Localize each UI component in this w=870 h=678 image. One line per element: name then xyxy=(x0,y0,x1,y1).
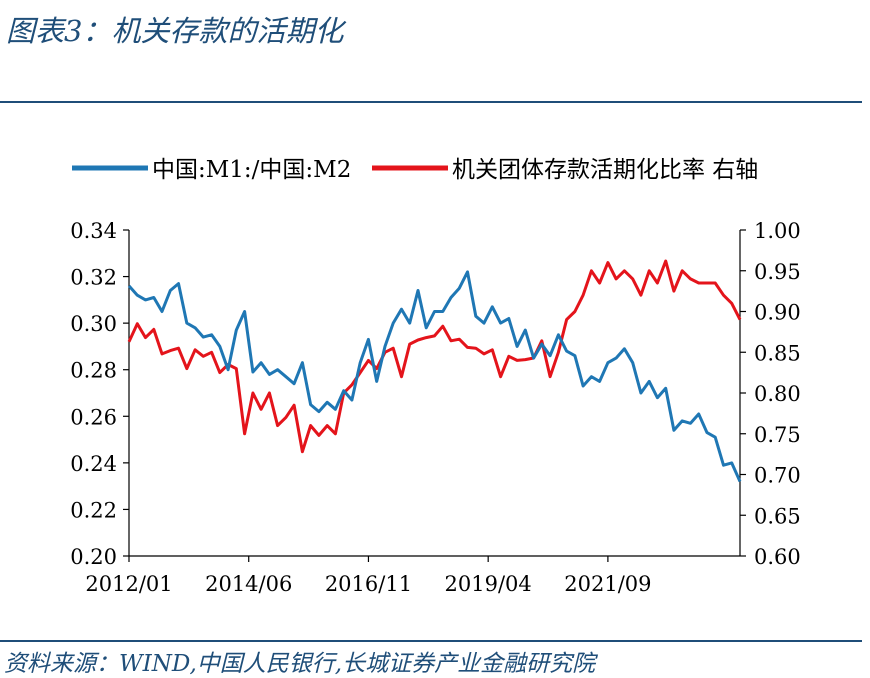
chart-ticks: 0.34 0.32 0.30 0.28 0.26 0.24 0.22 0.20 1.00 0.95… xyxy=(70,219,801,596)
right-y-tick-label: 0.70 xyxy=(754,464,801,488)
x-tick-label: 2019/04 xyxy=(445,572,532,596)
left-y-tick-label: 0.22 xyxy=(70,498,117,522)
right-y-tick-label: 0.75 xyxy=(754,423,801,447)
right-y-tick-label: 1.00 xyxy=(754,219,801,243)
left-y-tick-label: 0.20 xyxy=(70,545,117,569)
right-y-tick-label: 0.90 xyxy=(754,301,801,325)
x-tick-label: 2014/06 xyxy=(205,572,292,596)
series-line-institution-demand-ratio xyxy=(127,259,742,454)
left-y-tick-label: 0.30 xyxy=(70,312,117,336)
left-y-tick-label: 0.32 xyxy=(70,266,117,290)
right-y-tick-label: 0.65 xyxy=(754,504,801,528)
chart-axes xyxy=(128,230,741,557)
left-y-tick-label: 0.26 xyxy=(70,405,117,429)
x-tick-label: 2012/01 xyxy=(85,572,172,596)
legend-label-series-2: 机关团体存款活期化比率 右轴 xyxy=(452,157,758,183)
left-y-tick-label: 0.34 xyxy=(70,219,117,243)
title-divider xyxy=(0,101,862,103)
dual-axis-line-chart: 中国:M1:/中国:M2 机关团体存款活期化比率 右轴 0.34 0.32 0.30… xyxy=(70,157,801,596)
x-tick-label: 2016/11 xyxy=(325,572,412,596)
plot-area xyxy=(127,259,742,483)
chart-title: 图表3：机关存款的活期化 xyxy=(6,14,344,48)
chart-legend: 中国:M1:/中国:M2 机关团体存款活期化比率 右轴 xyxy=(72,157,758,183)
left-y-tick-label: 0.24 xyxy=(70,452,117,476)
data-source: 资料来源：WIND,中国人民银行,长城证券产业金融研究院 xyxy=(4,651,596,677)
left-y-tick-label: 0.28 xyxy=(70,359,117,383)
right-y-tick-label: 0.80 xyxy=(754,382,801,406)
legend-label-series-1: 中国:M1:/中国:M2 xyxy=(152,157,351,183)
right-y-tick-label: 0.60 xyxy=(754,545,801,569)
right-y-tick-label: 0.95 xyxy=(754,260,801,284)
x-tick-label: 2021/09 xyxy=(564,572,651,596)
right-y-tick-label: 0.85 xyxy=(754,341,801,365)
series-line-m1-m2-ratio xyxy=(127,270,742,483)
source-divider xyxy=(0,640,862,642)
